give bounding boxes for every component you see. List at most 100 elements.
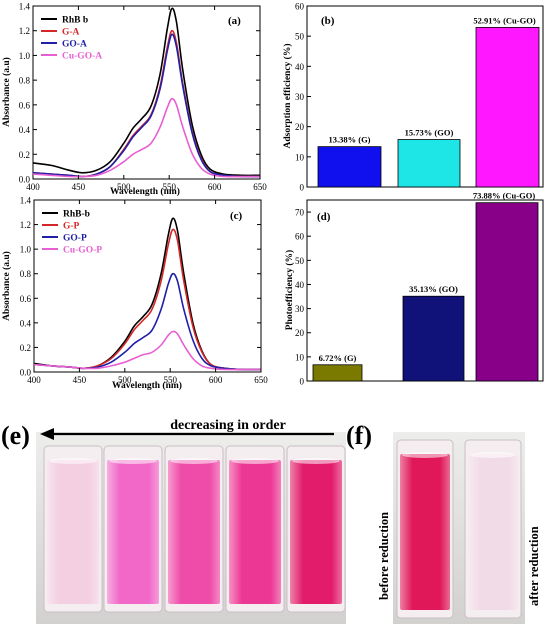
- y-tick-label: 0.6: [19, 100, 31, 110]
- x-tick-label: 600: [209, 375, 223, 385]
- y-tick-label: 40: [295, 62, 305, 72]
- y-tick-label: 0: [300, 183, 305, 193]
- after-reduction-label: after reduction: [527, 526, 541, 606]
- panel-c-label: (c): [230, 210, 243, 222]
- x-tick-label: 600: [208, 182, 222, 192]
- legend-label: Cu-GO-P: [63, 246, 102, 256]
- y-tick-label: 0.0: [20, 368, 32, 378]
- series-line-cu-go-a: [32, 97, 260, 178]
- y-tick-label: 1.4: [20, 196, 32, 206]
- y-tick-label: 0.0: [19, 175, 31, 185]
- bar-go: [402, 295, 465, 382]
- y-tick-label: 1.0: [20, 245, 32, 255]
- legend-label: G-A: [62, 28, 80, 38]
- panel-e-label: (e): [1, 421, 30, 450]
- y-tick-label: 60: [295, 2, 305, 12]
- y-tick-label: 0.2: [20, 343, 31, 353]
- y-tick-label: 0.8: [20, 269, 32, 279]
- bar-cu-go: [475, 202, 539, 382]
- legend-label: GO-A: [62, 40, 87, 50]
- bar-g: [312, 364, 363, 382]
- bar-value-label: 15.73% (GO): [405, 128, 454, 138]
- y-tick-label: 40: [295, 280, 305, 290]
- series-line-cu-go-p: [33, 330, 261, 371]
- x-tick-label: 500: [117, 182, 131, 192]
- arrow-caption: decreasing in order: [170, 418, 286, 433]
- arrow-head: [40, 428, 54, 440]
- cuvette-shine: [229, 460, 281, 604]
- y-tick-label: 10: [295, 352, 305, 362]
- panel-a-absorbance-chart: 0.0 0.2 0.4 0.6 0.8 1.0 1.2 1.4 400 450 500 550 600…: [1, 2, 267, 198]
- x-axis-label-c: Wavelength (nm): [112, 380, 182, 391]
- panel-d-photoefficiency-bar-chart: 0 10 20 30 40 50 60 70 6.72% (G) 35.13% (GO) 73.8…: [284, 191, 544, 387]
- y-tick-label: 60: [295, 232, 305, 242]
- y-tick-label: 70: [295, 208, 305, 218]
- bar-value-label: 35.13% (GO): [409, 284, 458, 294]
- x-tick-label: 550: [163, 375, 177, 385]
- y-tick-label: 50: [295, 32, 305, 42]
- x-tick-label: 450: [72, 182, 86, 192]
- bar-cu-go: [475, 26, 540, 188]
- panel-c-absorbance-chart: 0.0 0.2 0.4 0.6 0.8 1.0 1.2 1.4 400 450 500 550 600…: [1, 196, 268, 392]
- cuvette-shine: [290, 460, 342, 604]
- cuvette-shine: [168, 460, 220, 604]
- x-tick-label: 550: [162, 182, 176, 192]
- plot-frame-a: [32, 5, 261, 180]
- bar-value-label: 52.91% (Cu-GO): [473, 15, 536, 25]
- bar-g: [317, 146, 382, 188]
- legend-label: Cu-GO-A: [62, 52, 102, 62]
- x-tick-label: 450: [73, 375, 87, 385]
- cuvette-shine: [107, 460, 159, 604]
- photo-e-cuvette-3: [164, 445, 224, 613]
- photo-e-cuvettes: (e) decreasing in order: [1, 418, 346, 624]
- cuvette-shine: [468, 454, 518, 610]
- y-axis-label-d: Photoefficiency (%): [284, 250, 295, 330]
- x-tick-label: 650: [254, 375, 268, 385]
- x-tick-label: 400: [27, 375, 41, 385]
- panel-d-label: (d): [317, 211, 331, 223]
- decreasing-arrow: [40, 428, 334, 440]
- panel-b-adsorption-bar-chart: 0 10 20 30 40 50 60 13.38% (G) 15.73% (GO) 52.91…: [282, 2, 544, 193]
- y-tick-label: 50: [295, 256, 305, 266]
- bar-value-label: 6.72% (G): [319, 353, 357, 363]
- photo-e-cuvette-5: [286, 445, 346, 613]
- x-tick-label: 400: [26, 182, 40, 192]
- y-tick-label: 0.4: [20, 318, 32, 328]
- panel-a-label: (a): [228, 15, 241, 27]
- x-tick-label: 500: [118, 375, 132, 385]
- before-reduction-label: before reduction: [377, 512, 391, 600]
- x-axis-label-a: Wavelength (nm): [110, 186, 180, 197]
- y-axis-label-c: Absorbance (a.u): [1, 251, 12, 321]
- y-tick-label: 10: [295, 152, 305, 162]
- y-tick-label: 0: [300, 377, 305, 387]
- y-axis-label-b: Adsorption efficiency (%): [282, 43, 293, 148]
- panel-f-label: (f): [346, 421, 372, 450]
- x-tick-label: 650: [253, 182, 267, 192]
- bar-value-label: 13.38% (G): [328, 135, 370, 145]
- y-tick-label: 30: [295, 304, 305, 314]
- bar-value-label: 73.88% (Cu-GO): [473, 191, 536, 201]
- cuvette-shine: [47, 460, 99, 604]
- y-tick-label: 20: [295, 328, 305, 338]
- photo-f-cuvettes: (f) before reduction after reduction: [346, 421, 541, 624]
- legend-label: GO-P: [63, 234, 87, 244]
- y-tick-label: 30: [295, 92, 305, 102]
- y-tick-label: 0.4: [19, 125, 31, 135]
- photo-e-cuvette-4: [225, 445, 285, 613]
- cuvette-shine: [400, 454, 450, 610]
- bar-go: [397, 139, 461, 188]
- photo-e-cuvette-2: [103, 445, 163, 613]
- y-tick-label: 1.4: [19, 2, 31, 12]
- photo-f-cuvette-1: [396, 439, 454, 619]
- y-tick-label: 0.6: [20, 294, 32, 304]
- y-tick-label: 1.0: [19, 51, 31, 61]
- photo-f-cuvette-2: [464, 439, 522, 619]
- photo-e-cuvette-1: [43, 445, 103, 613]
- y-tick-label: 0.2: [19, 150, 30, 160]
- y-axis-label-a: Absorbance (a.u): [1, 57, 12, 127]
- y-tick-label: 1.2: [20, 220, 31, 230]
- y-tick-label: 20: [295, 122, 305, 132]
- legend-label: G-P: [63, 222, 80, 232]
- panel-b-label: (b): [321, 15, 335, 27]
